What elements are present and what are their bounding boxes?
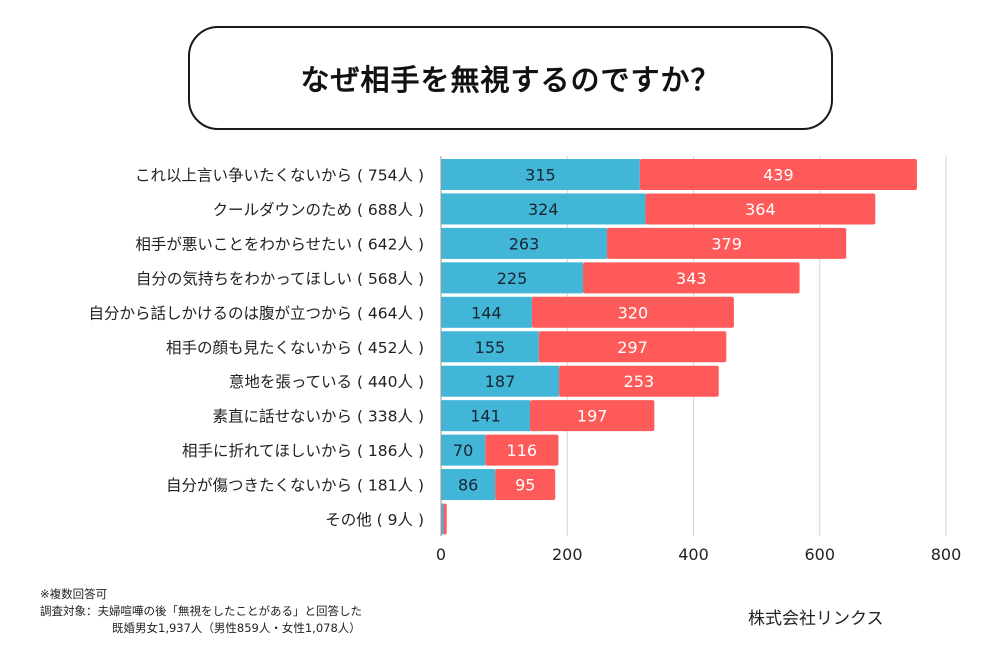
x-tick-label-600: 600 [804,545,835,564]
category-label-7: 素直に話せないから ( 338人 ) [213,408,424,426]
value-label-male-3: 225 [497,269,528,288]
bar-female-2 [607,227,847,259]
survey-notes: ※複数回答可 調査対象：夫婦喧嘩の後「無視をしたことがある」と回答した 既婚男女… [40,586,362,637]
category-label-9: 自分が傷つきたくないから ( 181人 ) [166,477,424,495]
value-label-male-6: 187 [485,372,516,391]
note-respondents: 既婚男女1,937人（男性859人・女性1,078人） [112,621,361,635]
x-tick-label-200: 200 [552,545,583,564]
x-tick-label-400: 400 [678,545,709,564]
bar-male-0 [441,159,640,190]
category-label-6: 意地を張っている ( 440人 ) [229,372,424,391]
category-label-8: 相手に折れてほしいから ( 186人 ) [182,442,424,460]
value-label-female-5: 297 [617,338,648,357]
bar-female-8 [485,434,559,466]
value-label-male-8: 70 [453,441,473,460]
x-tick-label-800: 800 [931,545,962,564]
bar-female-0 [639,159,917,190]
bar-male-1 [441,193,646,225]
note-multiple-answers: ※複数回答可 [40,587,108,601]
bar-female-4 [531,296,734,328]
value-label-female-1: 364 [745,200,776,219]
category-label-3: 自分の気持ちをわかってほしい ( 568人 ) [136,270,424,288]
category-label-0: これ以上言い争いたくないから ( 754人 ) [135,167,424,185]
value-label-male-7: 141 [470,407,501,426]
category-label-10: その他 ( 9人 ) [325,511,424,529]
bar-male-7 [441,400,531,432]
chart-title: なぜ相手を無視するのですか？ [300,63,721,97]
value-label-female-0: 439 [763,166,794,185]
value-label-female-4: 320 [618,303,649,322]
value-label-male-4: 144 [471,303,502,322]
value-label-male-2: 263 [509,234,540,253]
bar-female-9 [495,469,556,501]
bar-male-3 [441,262,584,294]
bar-female-10 [443,503,447,535]
bar-female-6 [559,365,719,397]
value-label-female-8: 116 [507,441,538,460]
bar-female-1 [645,193,876,225]
bar-male-10 [441,503,444,535]
company-name: 株式会社リンクス [748,609,884,629]
value-label-male-5: 155 [475,338,506,357]
value-label-male-1: 324 [528,200,559,219]
bar-male-8 [441,434,486,466]
bar-male-6 [441,365,560,397]
x-tick-label-0: 0 [436,545,446,564]
value-label-female-7: 197 [577,407,608,426]
category-label-1: クールダウンのため ( 688人 ) [213,201,424,219]
bar-female-5 [538,331,727,363]
value-label-female-2: 379 [711,234,742,253]
value-label-female-9: 95 [515,476,535,495]
value-label-male-0: 315 [525,166,556,185]
bar-male-5 [441,331,539,363]
value-label-female-6: 253 [624,372,655,391]
bar-female-7 [530,400,655,432]
title-box: なぜ相手を無視するのですか？ [188,26,833,130]
bar-male-9 [441,469,496,501]
category-label-5: 相手の顔も見たくないから ( 452人 ) [166,339,424,357]
category-label-2: 相手が悪いことをわからせたい ( 642人 ) [135,235,424,253]
value-label-female-3: 343 [676,269,707,288]
bar-male-2 [441,227,608,259]
category-label-4: 自分から話しかけるのは腹が立つから ( 464人 ) [89,304,424,322]
value-label-male-9: 86 [458,476,478,495]
note-survey-target: 調査対象：夫婦喧嘩の後「無視をしたことがある」と回答した [40,604,362,618]
bar-male-4 [441,296,532,328]
bar-female-3 [583,262,800,294]
